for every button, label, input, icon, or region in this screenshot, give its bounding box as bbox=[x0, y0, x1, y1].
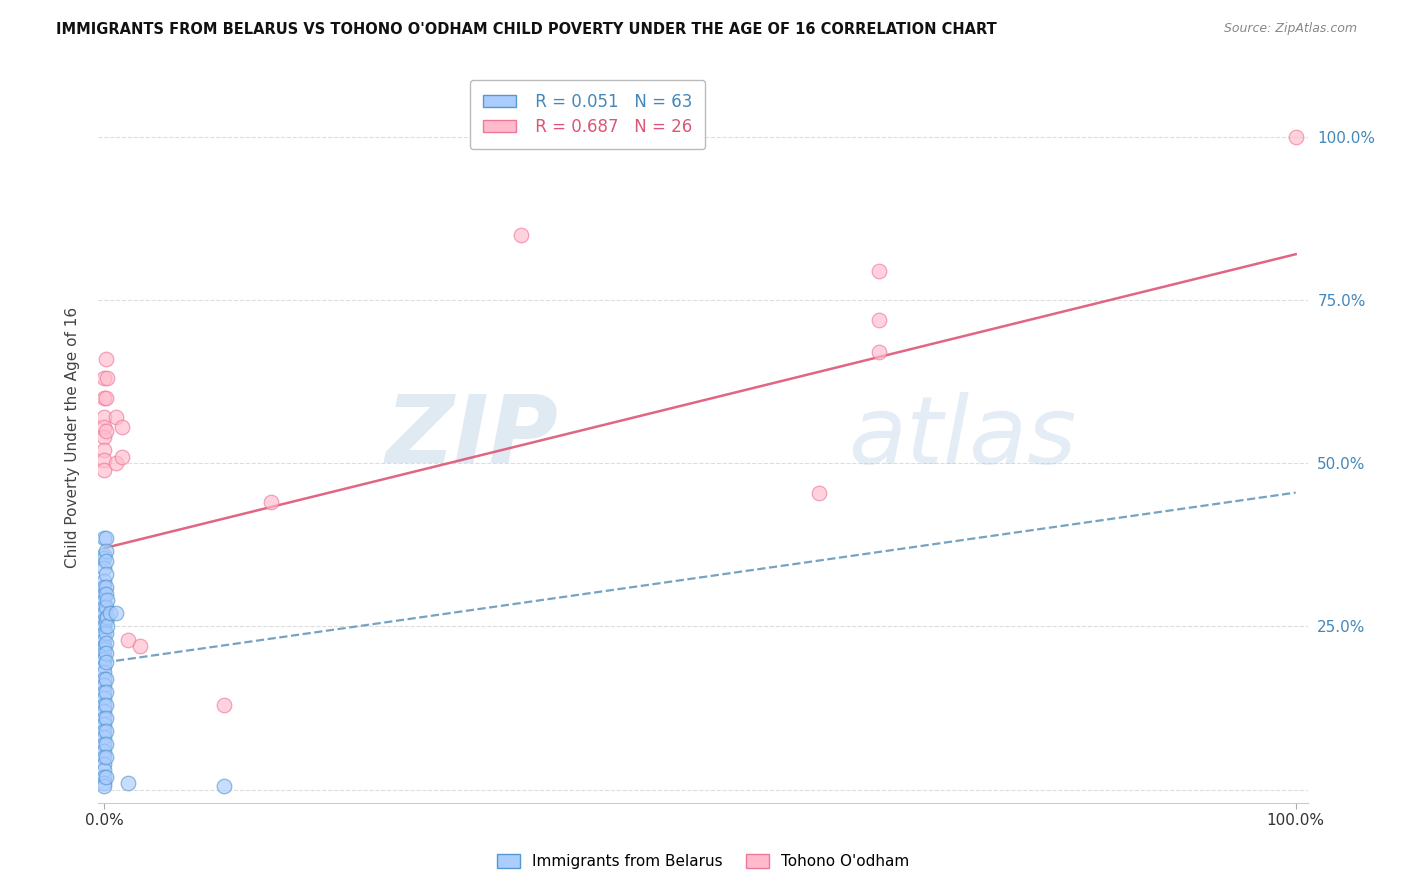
Point bbox=[117, 632, 139, 647]
Point bbox=[93, 607, 115, 621]
Point bbox=[93, 685, 115, 699]
Point bbox=[93, 770, 115, 784]
Point bbox=[808, 485, 831, 500]
Point bbox=[93, 756, 115, 771]
Point bbox=[93, 574, 115, 588]
Point bbox=[94, 636, 117, 650]
Point bbox=[93, 560, 115, 574]
Point bbox=[93, 698, 115, 712]
Point bbox=[510, 227, 533, 242]
Point bbox=[93, 652, 115, 666]
Point bbox=[105, 456, 128, 470]
Point bbox=[93, 593, 115, 607]
Point bbox=[212, 698, 235, 712]
Point bbox=[93, 711, 115, 725]
Point bbox=[93, 642, 115, 657]
Point bbox=[94, 770, 117, 784]
Point bbox=[93, 550, 115, 565]
Point bbox=[93, 705, 115, 719]
Point bbox=[260, 495, 283, 509]
Y-axis label: Child Poverty Under the Age of 16: Child Poverty Under the Age of 16 bbox=[65, 307, 80, 567]
Point bbox=[93, 463, 115, 477]
Point bbox=[93, 619, 115, 633]
Point bbox=[105, 607, 128, 621]
Point bbox=[93, 665, 115, 680]
Legend: Immigrants from Belarus, Tohono O'odham: Immigrants from Belarus, Tohono O'odham bbox=[491, 848, 915, 875]
Point bbox=[129, 639, 152, 653]
Point bbox=[94, 711, 117, 725]
Point bbox=[93, 420, 115, 434]
Point bbox=[93, 632, 115, 647]
Point bbox=[93, 639, 115, 653]
Point bbox=[96, 371, 118, 385]
Point bbox=[94, 626, 117, 640]
Point bbox=[93, 430, 115, 444]
Text: ZIP: ZIP bbox=[385, 391, 558, 483]
Point bbox=[93, 750, 115, 764]
Point bbox=[94, 391, 117, 405]
Point bbox=[94, 580, 117, 594]
Point bbox=[96, 593, 118, 607]
Point bbox=[93, 780, 115, 794]
Point bbox=[117, 776, 139, 790]
Point bbox=[94, 567, 117, 582]
Point bbox=[93, 646, 115, 660]
Point bbox=[93, 763, 115, 777]
Point bbox=[93, 678, 115, 692]
Point bbox=[94, 685, 117, 699]
Point bbox=[94, 672, 117, 686]
Point bbox=[93, 548, 115, 562]
Text: IMMIGRANTS FROM BELARUS VS TOHONO O'ODHAM CHILD POVERTY UNDER THE AGE OF 16 CORR: IMMIGRANTS FROM BELARUS VS TOHONO O'ODHA… bbox=[56, 22, 997, 37]
Point bbox=[868, 263, 890, 277]
Point bbox=[94, 424, 117, 438]
Point bbox=[93, 672, 115, 686]
Point bbox=[93, 723, 115, 738]
Point bbox=[111, 420, 134, 434]
Point bbox=[93, 743, 115, 757]
Point bbox=[868, 345, 890, 359]
Point bbox=[94, 737, 117, 751]
Point bbox=[93, 691, 115, 706]
Point bbox=[93, 776, 115, 790]
Text: Source: ZipAtlas.com: Source: ZipAtlas.com bbox=[1223, 22, 1357, 36]
Point bbox=[93, 580, 115, 594]
Legend:  R = 0.051   N = 63,  R = 0.687   N = 26: R = 0.051 N = 63, R = 0.687 N = 26 bbox=[470, 79, 706, 149]
Point bbox=[94, 613, 117, 627]
Point bbox=[93, 391, 115, 405]
Point bbox=[94, 599, 117, 614]
Point bbox=[94, 587, 117, 601]
Point bbox=[93, 410, 115, 425]
Point bbox=[94, 723, 117, 738]
Point bbox=[93, 626, 115, 640]
Point bbox=[93, 371, 115, 385]
Point bbox=[94, 554, 117, 568]
Point bbox=[93, 587, 115, 601]
Point bbox=[93, 531, 115, 545]
Point bbox=[111, 450, 134, 464]
Point bbox=[212, 780, 235, 794]
Point bbox=[94, 750, 117, 764]
Point bbox=[1285, 129, 1308, 144]
Point bbox=[868, 312, 890, 326]
Point bbox=[94, 698, 117, 712]
Point bbox=[94, 531, 117, 545]
Point bbox=[93, 731, 115, 745]
Point bbox=[93, 658, 115, 673]
Point bbox=[93, 737, 115, 751]
Point bbox=[94, 351, 117, 366]
Text: atlas: atlas bbox=[848, 392, 1077, 483]
Point bbox=[93, 613, 115, 627]
Point bbox=[105, 410, 128, 425]
Point bbox=[94, 656, 117, 670]
Point bbox=[96, 619, 118, 633]
Point bbox=[98, 607, 121, 621]
Point bbox=[93, 453, 115, 467]
Point bbox=[93, 599, 115, 614]
Point bbox=[93, 717, 115, 731]
Point bbox=[93, 443, 115, 458]
Point bbox=[96, 609, 118, 624]
Point bbox=[94, 544, 117, 558]
Point bbox=[94, 646, 117, 660]
